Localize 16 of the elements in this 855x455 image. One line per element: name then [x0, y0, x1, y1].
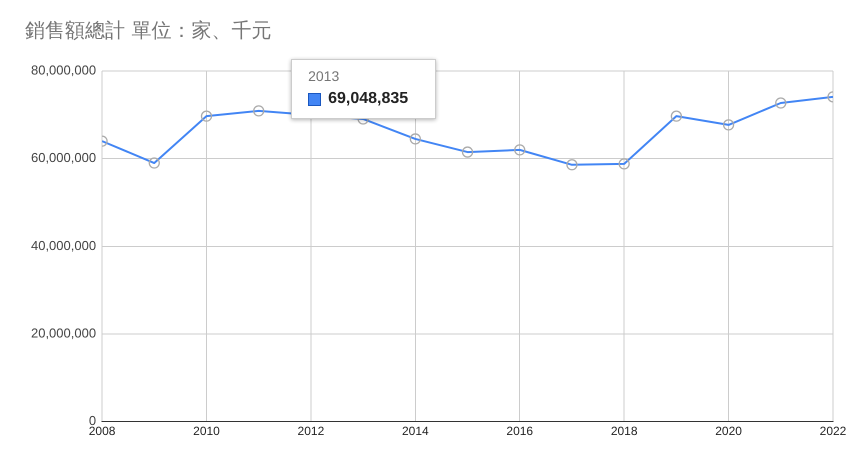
x-tick-label: 2020 [715, 424, 742, 438]
x-tick-label: 2018 [610, 424, 638, 438]
x-tick-label: 2016 [506, 424, 534, 438]
y-tick-label: 40,000,000 [30, 238, 96, 253]
y-tick-label: 80,000,000 [30, 62, 96, 78]
x-tick-label: 2008 [88, 424, 116, 438]
tooltip: 2013 69,048,835 [291, 58, 436, 119]
x-tick-label: 2022 [820, 424, 847, 438]
annotation: 2013 [308, 68, 340, 84]
y-tick-label: 60,000,000 [30, 150, 96, 166]
data-label: 69,048,835 [328, 90, 408, 108]
x-tick-label: 2012 [298, 424, 325, 438]
x-tick-label: 2010 [193, 424, 220, 438]
x-tick-label: 2014 [402, 424, 429, 438]
y-tick-label: 20,000,000 [30, 326, 96, 341]
chart-title: 銷售額總計 單位：家、千元 [25, 18, 272, 42]
